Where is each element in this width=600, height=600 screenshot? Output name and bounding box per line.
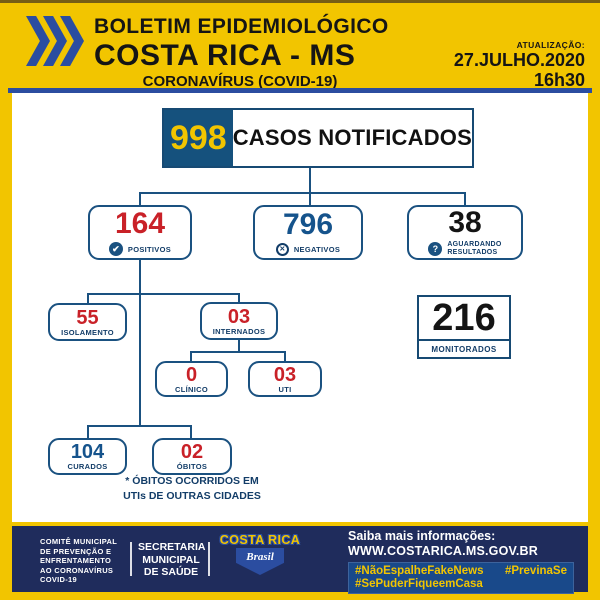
internados-value: 03 bbox=[227, 305, 251, 328]
monitorados-label: MONITORADOS bbox=[419, 339, 509, 357]
logo-shield-icon: Brasil bbox=[236, 548, 284, 575]
connector-line bbox=[139, 192, 141, 206]
connector-line bbox=[87, 293, 240, 295]
header-divider-bar bbox=[8, 88, 592, 93]
chevrons-logo bbox=[26, 16, 84, 66]
footer-divider bbox=[208, 542, 210, 576]
clinico-value: 0 bbox=[185, 363, 198, 386]
connector-line bbox=[190, 351, 192, 362]
connector-line bbox=[238, 338, 240, 353]
update-block: ATUALIZAÇÃO: 27.JULHO.2020 16h30 bbox=[454, 40, 585, 90]
node-uti: 03 UTI bbox=[248, 361, 322, 397]
hashtag-fiqueemcasa: #SePuderFiqueemCasa bbox=[355, 578, 483, 590]
uti-value: 03 bbox=[273, 363, 297, 386]
info-label: Saiba mais informações: bbox=[348, 529, 496, 543]
isolamento-label: ISOLAMENTO bbox=[61, 327, 114, 337]
node-internados: 03 INTERNADOS bbox=[200, 302, 278, 340]
secretariat-text: SECRETARIA MUNICIPAL DE SAÚDE bbox=[138, 541, 206, 578]
obitos-value: 02 bbox=[180, 441, 204, 463]
positivos-value: 164 bbox=[114, 207, 166, 240]
bulletin-title: BOLETIM EPIDEMIOLÓGICO bbox=[94, 15, 389, 38]
connector-line bbox=[87, 293, 89, 304]
node-curados: 104 CURADOS bbox=[48, 438, 127, 475]
hashtag-previnase: #PrevinaSe bbox=[504, 565, 567, 577]
node-monitorados: 216 MONITORADOS bbox=[417, 295, 511, 359]
node-negativos: 796 ✕ NEGATIVOS bbox=[253, 205, 363, 260]
costa-rica-brasil-logo: COSTA RICA Brasil bbox=[216, 533, 304, 585]
info-url: WWW.COSTARICA.MS.GOV.BR bbox=[348, 544, 539, 558]
connector-line bbox=[139, 259, 141, 427]
hashtag-box: #NãoEspalheFakeNews #PrevinaSe #SePuderF… bbox=[348, 562, 574, 594]
connector-line bbox=[464, 192, 466, 206]
node-positivos: 164 ✔ POSITIVOS bbox=[88, 205, 192, 260]
footer-divider bbox=[130, 542, 132, 576]
negativos-value: 796 bbox=[282, 207, 334, 241]
update-label: ATUALIZAÇÃO: bbox=[516, 40, 585, 50]
check-circle-icon: ✔ bbox=[108, 242, 123, 256]
footer-bar: COMITÊ MUNICIPAL DE PREVENÇÃO E ENFRENTA… bbox=[12, 526, 588, 594]
casos-notificados-value: 998 bbox=[164, 110, 233, 166]
hashtag-fakenews: #NãoEspalheFakeNews bbox=[355, 565, 484, 577]
node-casos-notificados: 998 CASOS NOTIFICADOS bbox=[162, 108, 474, 168]
connector-line bbox=[190, 425, 192, 439]
negativos-label: NEGATIVOS bbox=[293, 244, 341, 254]
node-isolamento: 55 ISOLAMENTO bbox=[48, 303, 127, 341]
top-edge-strip bbox=[0, 0, 600, 3]
uti-label: UTI bbox=[278, 384, 292, 394]
obitos-label: ÓBITOS bbox=[176, 462, 208, 471]
node-aguardando-resultados: 38 ? AGUARDANDO RESULTADOS bbox=[407, 205, 523, 260]
isolamento-value: 55 bbox=[76, 306, 99, 329]
node-obitos: 02 ÓBITOS bbox=[152, 438, 232, 475]
casos-notificados-label: CASOS NOTIFICADOS bbox=[232, 125, 472, 150]
connector-line bbox=[87, 425, 89, 439]
update-time: 16h30 bbox=[533, 70, 585, 90]
internados-label: INTERNADOS bbox=[212, 326, 266, 336]
logo-brasil-text: Brasil bbox=[246, 551, 274, 563]
connector-line bbox=[87, 425, 192, 427]
clinico-label: CLÍNICO bbox=[175, 384, 208, 394]
aguardando-label: AGUARDANDO RESULTADOS bbox=[447, 241, 502, 256]
header-title-block: BOLETIM EPIDEMIOLÓGICO COSTA RICA - MS C… bbox=[94, 14, 389, 91]
connector-line bbox=[190, 351, 286, 353]
subtitle: CORONAVÍRUS (COVID-19) bbox=[142, 73, 338, 90]
monitorados-value: 216 bbox=[432, 297, 496, 339]
question-circle-icon: ? bbox=[428, 242, 443, 256]
positivos-label: POSITIVOS bbox=[127, 244, 172, 254]
update-date: 27.JULHO.2020 bbox=[453, 50, 585, 70]
connector-line bbox=[284, 351, 286, 362]
committee-text: COMITÊ MUNICIPAL DE PREVENÇÃO E ENFRENTA… bbox=[40, 537, 118, 584]
city-title: COSTA RICA - MS bbox=[94, 39, 356, 72]
chevron-icon bbox=[26, 16, 50, 66]
aguardando-value: 38 bbox=[448, 206, 482, 239]
connector-line bbox=[309, 192, 311, 206]
info-block: Saiba mais informações: WWW.COSTARICA.MS… bbox=[348, 529, 576, 594]
obitos-footnote: * ÓBITOS OCORRIDOS EM UTIs DE OUTRAS CID… bbox=[123, 475, 261, 502]
connector-line bbox=[139, 192, 466, 194]
curados-label: CURADOS bbox=[67, 462, 108, 471]
node-clinico: 0 CLÍNICO bbox=[155, 361, 228, 397]
logo-costa-rica-text: COSTA RICA bbox=[219, 533, 301, 547]
x-circle-icon: ✕ bbox=[275, 242, 289, 256]
curados-value: 104 bbox=[70, 441, 105, 463]
connector-line bbox=[309, 167, 311, 193]
connector-line bbox=[238, 293, 240, 304]
